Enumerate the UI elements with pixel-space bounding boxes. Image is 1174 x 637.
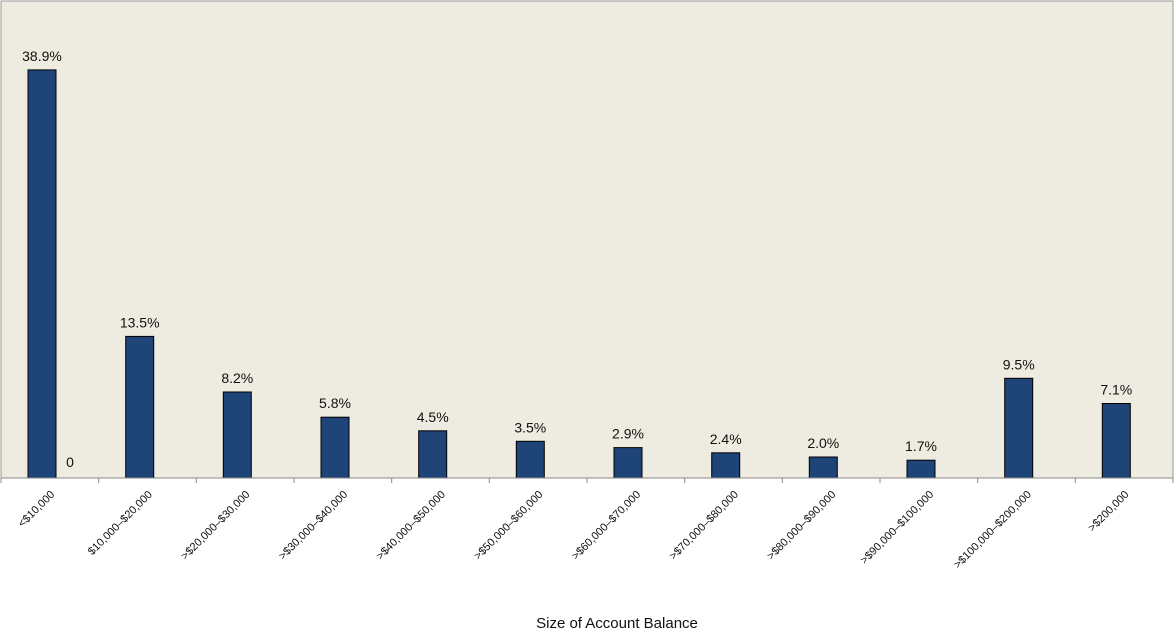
- bar-3: [222, 391, 252, 479]
- x-tick-label-50-000-60-000: >$50,000–$60,000: [472, 489, 546, 563]
- x-tick-label-40-000-50-000: >$40,000–$50,000: [374, 489, 448, 563]
- data-label-4: 5.8%: [319, 395, 351, 411]
- data-label-10: 1.7%: [905, 438, 937, 454]
- data-label-5: 4.5%: [417, 409, 449, 425]
- data-label-9: 2.0%: [807, 435, 839, 451]
- bar-11: [1004, 377, 1034, 479]
- x-tick-labels-group: <$10,000 $10,000–$20,000 >$20,000–$30,000 >…: [16, 489, 1131, 571]
- bar-8: [711, 452, 741, 479]
- bars-group: [27, 69, 1131, 479]
- data-label-12: 7.1%: [1100, 382, 1132, 398]
- x-tick-label-10-000-20-000: $10,000–$20,000: [86, 489, 155, 558]
- data-label-7: 2.9%: [612, 426, 644, 442]
- x-axis: [0, 477, 1174, 483]
- bar-6: [515, 440, 545, 479]
- x-tick-label-70-000-80-000: >$70,000–$80,000: [667, 489, 741, 563]
- data-label-3: 8.2%: [221, 370, 253, 386]
- bar-9: [808, 456, 838, 479]
- x-axis-title: Size of Account Balance: [536, 615, 698, 632]
- x-tick-label-200-000: >$200,000: [1086, 489, 1131, 534]
- bar-1: [27, 69, 57, 479]
- bar-2: [125, 335, 155, 479]
- x-tick-label-10-000: <$10,000: [16, 489, 57, 530]
- x-tick-label-100-000-200-000: >$100,000–$200,000: [952, 489, 1034, 571]
- bar-5: [418, 430, 448, 479]
- bar-4: [320, 416, 350, 479]
- x-tick-label-90-000-100-000: >$90,000–$100,000: [858, 489, 936, 567]
- annotation-1: 0: [66, 454, 74, 470]
- data-label-1: 38.9%: [22, 48, 62, 64]
- data-label-2: 13.5%: [120, 314, 160, 330]
- data-label-8: 2.4%: [710, 431, 742, 447]
- bar-10: [906, 459, 936, 479]
- data-label-6: 3.5%: [514, 419, 546, 435]
- x-tick-label-20-000-30-000: >$20,000–$30,000: [179, 489, 253, 563]
- x-tick-label-80-000-90-000: >$80,000–$90,000: [765, 489, 839, 563]
- data-label-11: 9.5%: [1003, 356, 1035, 372]
- bar-7: [613, 447, 643, 479]
- data-labels-group: 38.9% 13.5% 8.2% 5.8% 4.5% 3.5% 2.9% 2.4% 2.0% 1.…: [22, 48, 1132, 470]
- bar-12: [1101, 403, 1131, 479]
- x-tick-label-30-000-40-000: >$30,000–$40,000: [277, 489, 351, 563]
- x-tick-label-60-000-70-000: >$60,000–$70,000: [570, 489, 644, 563]
- plot-area-background: [0, 0, 1174, 479]
